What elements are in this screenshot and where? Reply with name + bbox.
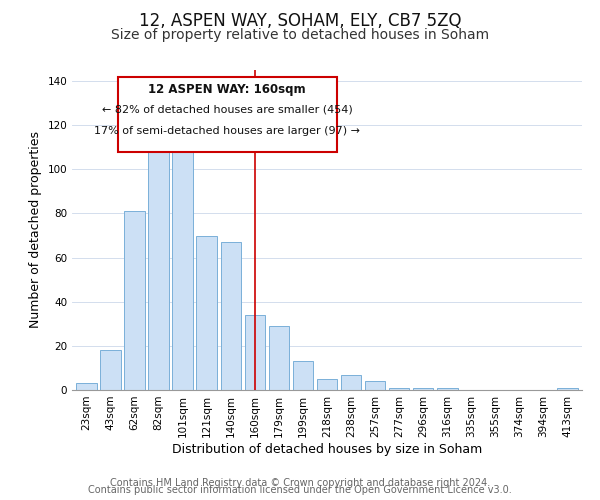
Text: ← 82% of detached houses are smaller (454): ← 82% of detached houses are smaller (45… [102,104,353,115]
Bar [196,236,217,390]
Bar [293,362,313,390]
Text: 12 ASPEN WAY: 160sqm: 12 ASPEN WAY: 160sqm [148,83,306,96]
Y-axis label: Number of detached properties: Number of detached properties [29,132,42,328]
Bar [100,350,121,390]
Bar [172,140,193,390]
Bar [317,379,337,390]
Bar [365,381,385,390]
Bar [413,388,433,390]
Bar [389,388,409,390]
Bar [76,384,97,390]
Bar [557,388,578,390]
Bar [269,326,289,390]
Text: 17% of semi-detached houses are larger (97) →: 17% of semi-detached houses are larger (… [94,126,360,136]
Text: Size of property relative to detached houses in Soham: Size of property relative to detached ho… [111,28,489,42]
Bar [341,374,361,390]
Bar [221,242,241,390]
X-axis label: Distribution of detached houses by size in Soham: Distribution of detached houses by size … [172,442,482,456]
Text: 12, ASPEN WAY, SOHAM, ELY, CB7 5ZQ: 12, ASPEN WAY, SOHAM, ELY, CB7 5ZQ [139,12,461,30]
FancyBboxPatch shape [118,76,337,152]
Text: Contains public sector information licensed under the Open Government Licence v3: Contains public sector information licen… [88,485,512,495]
Bar [245,315,265,390]
Bar [124,211,145,390]
Bar [148,147,169,390]
Bar [437,388,458,390]
Text: Contains HM Land Registry data © Crown copyright and database right 2024.: Contains HM Land Registry data © Crown c… [110,478,490,488]
